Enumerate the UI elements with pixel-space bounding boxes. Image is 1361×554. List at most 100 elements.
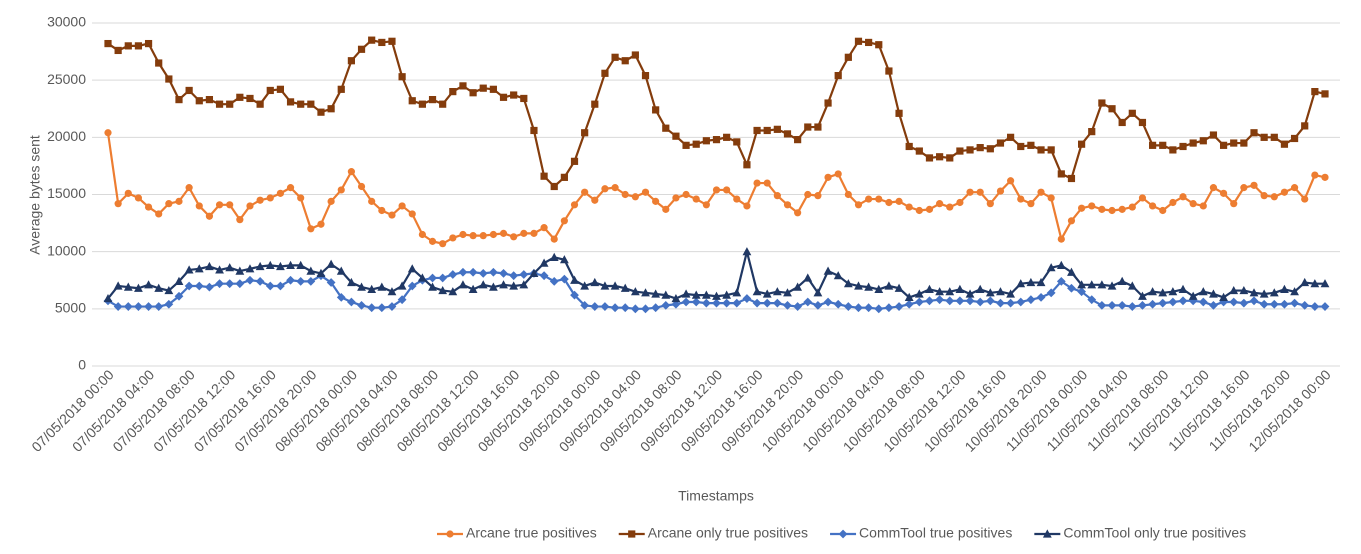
marker — [752, 287, 762, 296]
marker — [1148, 202, 1157, 210]
marker — [1229, 285, 1239, 295]
marker — [803, 273, 813, 282]
marker — [499, 268, 508, 278]
marker — [144, 39, 153, 48]
marker — [478, 280, 488, 289]
marker — [844, 53, 852, 61]
marker — [641, 304, 650, 314]
marker — [620, 303, 630, 313]
marker — [499, 93, 508, 101]
marker — [1077, 287, 1086, 297]
marker — [955, 296, 965, 306]
marker — [1026, 277, 1036, 287]
marker — [581, 188, 589, 196]
marker — [925, 284, 934, 293]
marker — [438, 285, 448, 295]
marker — [986, 145, 994, 153]
marker — [357, 301, 366, 310]
marker — [823, 266, 833, 275]
marker — [550, 182, 558, 191]
marker — [1067, 217, 1076, 225]
marker — [904, 292, 914, 301]
marker — [113, 302, 123, 311]
marker — [723, 186, 731, 194]
marker — [326, 278, 336, 287]
marker — [1026, 295, 1036, 305]
marker — [276, 261, 285, 271]
marker — [397, 295, 407, 305]
marker — [499, 280, 508, 289]
marker — [743, 161, 751, 169]
marker — [1027, 141, 1035, 149]
marker — [1047, 146, 1055, 154]
marker — [833, 271, 843, 280]
marker — [367, 284, 377, 293]
marker — [945, 296, 955, 306]
marker — [955, 284, 965, 293]
marker — [1280, 140, 1289, 148]
marker — [671, 293, 681, 303]
marker — [763, 179, 771, 187]
legend-label: Arcane only true positives — [648, 525, 808, 541]
marker — [1320, 302, 1330, 311]
marker — [388, 211, 396, 219]
marker — [732, 298, 742, 308]
marker — [407, 264, 417, 273]
marker — [418, 230, 426, 239]
y-tick-label: 5000 — [55, 300, 86, 316]
marker — [946, 203, 954, 211]
marker — [1310, 302, 1320, 311]
marker — [1006, 298, 1016, 308]
marker — [1250, 181, 1258, 189]
marker — [103, 293, 113, 303]
y-tick-label: 0 — [78, 357, 86, 373]
marker — [449, 234, 457, 242]
marker — [114, 200, 122, 208]
marker — [357, 182, 366, 191]
marker — [894, 283, 904, 292]
marker — [509, 281, 519, 290]
marker — [884, 281, 894, 290]
marker — [631, 51, 639, 59]
marker — [692, 140, 700, 148]
marker — [641, 188, 650, 196]
marker — [306, 266, 316, 275]
marker — [915, 147, 923, 155]
marker — [226, 201, 234, 209]
marker — [439, 100, 447, 108]
marker — [1189, 139, 1197, 147]
series — [104, 36, 1329, 191]
marker — [824, 173, 832, 181]
y-tick-label: 25000 — [47, 71, 86, 87]
marker — [185, 86, 193, 95]
marker — [530, 126, 538, 135]
marker — [418, 100, 426, 108]
marker — [854, 303, 863, 313]
marker — [459, 230, 467, 239]
marker — [1128, 203, 1136, 211]
marker — [662, 205, 670, 213]
marker — [539, 258, 549, 267]
marker — [1027, 200, 1035, 208]
marker — [377, 282, 387, 291]
marker — [581, 129, 589, 137]
marker — [722, 298, 732, 308]
marker — [895, 197, 903, 205]
marker — [185, 184, 193, 192]
marker — [459, 82, 467, 90]
marker — [560, 173, 568, 181]
marker — [469, 89, 477, 97]
marker — [1107, 281, 1117, 290]
marker — [1108, 206, 1116, 215]
marker — [134, 302, 143, 311]
marker — [662, 124, 670, 132]
marker — [946, 154, 954, 162]
marker — [449, 88, 457, 96]
marker — [388, 37, 396, 45]
marker — [834, 170, 842, 178]
marker — [1209, 184, 1218, 192]
marker — [864, 303, 874, 313]
marker — [1078, 140, 1086, 148]
marker — [1138, 194, 1147, 202]
